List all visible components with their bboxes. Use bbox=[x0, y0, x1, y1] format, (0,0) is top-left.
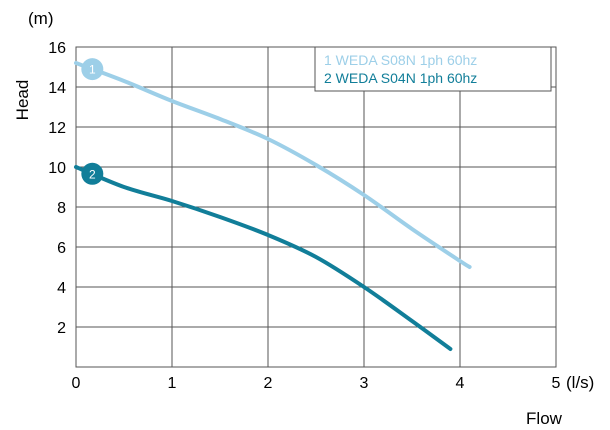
y-tick-label: 12 bbox=[48, 120, 66, 137]
legend-box bbox=[314, 46, 552, 92]
x-tick-labels: 0 1 2 3 4 5 bbox=[72, 375, 561, 392]
y-tick-label: 8 bbox=[57, 200, 66, 217]
series-marker-2 bbox=[81, 162, 104, 185]
y-tick-label: 4 bbox=[57, 280, 66, 297]
x-tick-label: 5 bbox=[552, 375, 561, 392]
legend-entry-2: 2 WEDA S04N 1ph 60hz bbox=[324, 70, 477, 86]
y-tick-label: 10 bbox=[48, 160, 66, 177]
y-tick-label: 6 bbox=[57, 240, 66, 257]
x-tick-label: 2 bbox=[264, 375, 273, 392]
x-tick-label: 1 bbox=[168, 375, 177, 392]
series-line-1 bbox=[74, 61, 472, 269]
series-line-2 bbox=[74, 165, 453, 351]
x-tick-label: 4 bbox=[456, 375, 465, 392]
y-axis-title: Head bbox=[13, 80, 32, 121]
series-marker-label: 2 bbox=[89, 167, 96, 181]
y-tick-labels: 2 4 6 8 10 12 14 16 bbox=[48, 40, 66, 337]
y-tick-label: 2 bbox=[57, 320, 66, 337]
series-marker-label: 1 bbox=[89, 63, 96, 77]
x-unit-label: (l/s) bbox=[566, 373, 594, 392]
legend: 1 WEDA S08N 1ph 60hz 2 WEDA S04N 1ph 60hz bbox=[314, 46, 552, 92]
series-marker-1 bbox=[81, 58, 104, 81]
y-tick-label: 16 bbox=[48, 40, 66, 57]
series-lines: 12 bbox=[74, 58, 472, 351]
x-tick-label: 3 bbox=[360, 375, 369, 392]
x-tick-label: 0 bbox=[72, 375, 81, 392]
y-unit-label: (m) bbox=[28, 9, 53, 28]
y-tick-label: 14 bbox=[48, 80, 66, 97]
x-axis-title: Flow bbox=[526, 409, 563, 428]
legend-entry-1: 1 WEDA S08N 1ph 60hz bbox=[324, 52, 477, 68]
